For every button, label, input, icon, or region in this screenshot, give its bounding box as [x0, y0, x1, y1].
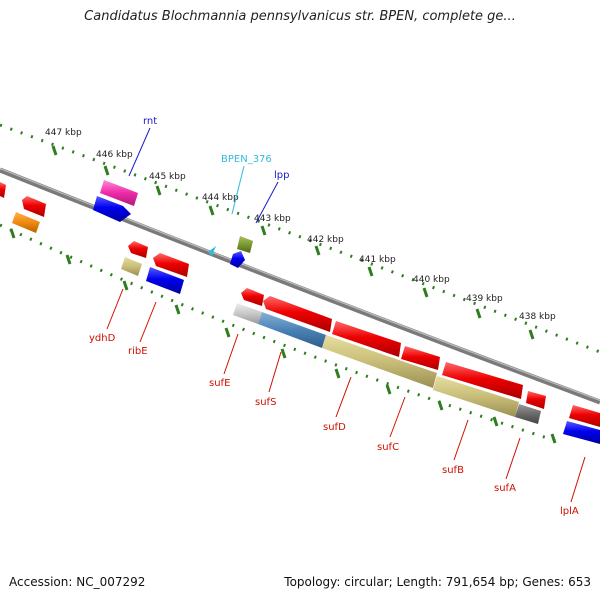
- gene-feature[interactable]: [0, 182, 6, 198]
- gene-lplA[interactable]: [563, 421, 600, 444]
- gene-feature[interactable]: [241, 288, 264, 306]
- label-rnt: rnt: [143, 116, 157, 127]
- gene-feature[interactable]: [128, 241, 148, 258]
- gene-bpen376[interactable]: [208, 246, 216, 256]
- label-sufE: sufE: [209, 378, 230, 389]
- gene-feature[interactable]: [332, 321, 401, 357]
- label-sufA: sufA: [494, 483, 516, 494]
- scale-label-444: 444 kbp: [202, 193, 239, 203]
- label-ydhD: ydhD: [89, 333, 116, 344]
- gene-ydhD[interactable]: [121, 257, 142, 276]
- scale-label-440: 440 kbp: [413, 275, 450, 285]
- gene-sufD-sufC[interactable]: [322, 335, 437, 388]
- gene-sufA[interactable]: [515, 404, 541, 424]
- label-sufB: sufB: [442, 465, 464, 476]
- label-leaders: [106, 127, 586, 503]
- scale-label-445: 445 kbp: [149, 172, 186, 182]
- gene-feature[interactable]: [12, 212, 40, 233]
- label-ribE: ribE: [128, 346, 148, 357]
- accession-text: Accession: NC_007292: [9, 575, 146, 589]
- genome-summary-text: Topology: circular; Length: 791,654 bp; …: [284, 575, 591, 589]
- scale-label-443: 443 kbp: [254, 214, 291, 224]
- gene-feature[interactable]: [442, 362, 523, 399]
- scale-label-441: 441 kbp: [359, 255, 396, 265]
- gene-feature[interactable]: [401, 346, 440, 370]
- gene-feature[interactable]: [22, 196, 46, 217]
- gene-feature[interactable]: [526, 391, 546, 409]
- inner-tick-track: [0, 223, 561, 444]
- label-sufD: sufD: [323, 422, 346, 433]
- scale-label-446: 446 kbp: [96, 150, 133, 160]
- label-sufS: sufS: [255, 397, 276, 408]
- gene-feature[interactable]: [569, 405, 600, 427]
- gene-sufS[interactable]: [258, 312, 326, 348]
- map-title: Candidatus Blochmannia pennsylvanicus st…: [84, 9, 516, 24]
- gene-sufB[interactable]: [433, 376, 519, 417]
- gene-ribE[interactable]: [146, 267, 184, 294]
- genome-backbone: [0, 167, 600, 405]
- scale-label-439: 439 kbp: [466, 294, 503, 304]
- gene-feature[interactable]: [237, 236, 253, 253]
- scale-label-442: 442 kbp: [307, 235, 344, 245]
- outer-tick-track: [0, 123, 600, 354]
- label-lpp: lpp: [274, 170, 289, 181]
- gene-rnt[interactable]: [100, 180, 138, 206]
- gene-lpp[interactable]: [230, 251, 245, 268]
- forward-strand-features: [0, 180, 253, 268]
- label-lplA: lplA: [560, 506, 579, 517]
- scale-label-447: 447 kbp: [45, 128, 82, 138]
- scale-label-438: 438 kbp: [519, 312, 556, 322]
- label-sufC: sufC: [377, 442, 399, 453]
- gene-sufE[interactable]: [233, 303, 262, 324]
- inner-major-ticks: [9, 228, 557, 444]
- gene-feature[interactable]: [153, 253, 189, 277]
- gene-feature[interactable]: [263, 296, 332, 332]
- gene-feature[interactable]: [93, 196, 131, 222]
- outer-major-ticks: [51, 145, 535, 340]
- label-bpen-376: BPEN_376: [221, 154, 272, 165]
- reverse-strand-features: [12, 196, 600, 444]
